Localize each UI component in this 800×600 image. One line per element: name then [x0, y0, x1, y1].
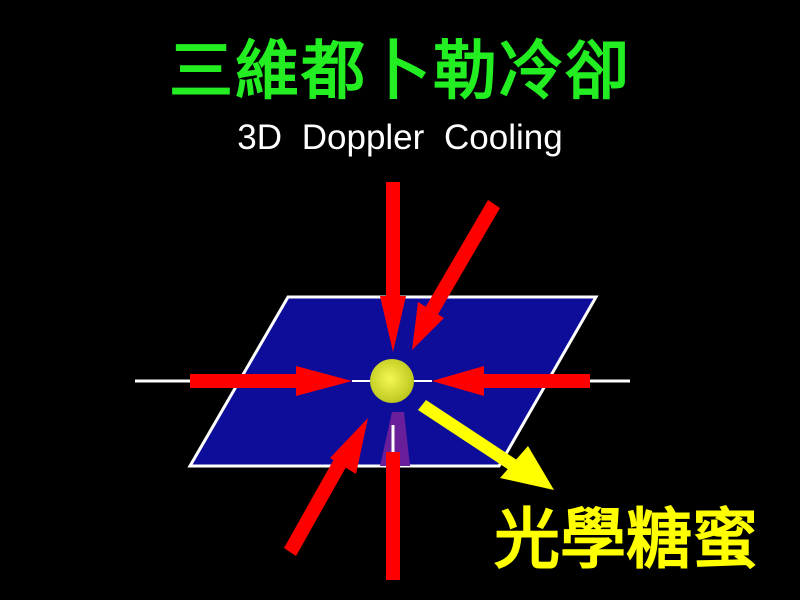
laser-beam-right — [432, 366, 590, 396]
laser-beam-lower-diagonal — [284, 418, 368, 556]
title-chinese: 三維都卜勒冷卻 — [169, 35, 631, 109]
optical-molasses-label: 光學糖蜜 — [494, 501, 758, 578]
atom-sphere — [370, 359, 414, 403]
title-english: 3D Doppler Cooling — [237, 118, 563, 157]
laser-beam-left — [190, 366, 352, 396]
laser-beam-bottom — [386, 452, 400, 580]
laser-beam-upper-diagonal — [412, 200, 500, 350]
laser-beam-top — [380, 182, 406, 352]
emission-arrow — [418, 400, 554, 490]
